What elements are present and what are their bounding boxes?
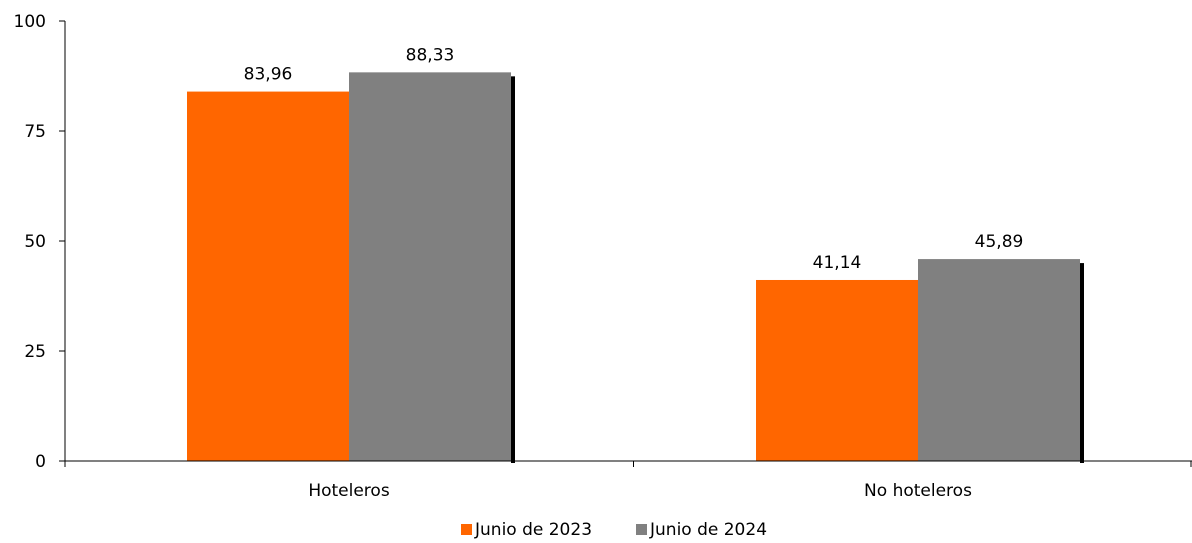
labels-layer: 83,96 88,33 41,14 45,89 bbox=[244, 45, 1024, 273]
legend-label-0: Junio de 2023 bbox=[474, 520, 592, 539]
legend-swatch-0 bbox=[461, 524, 472, 535]
bar-1-0 bbox=[756, 279, 918, 461]
data-label: 83,96 bbox=[244, 65, 293, 85]
bar-1-1 bbox=[918, 259, 1080, 461]
x-tick-label: No hoteleros bbox=[864, 481, 972, 501]
bar-shadow bbox=[1080, 263, 1084, 463]
y-tick-label: 25 bbox=[24, 342, 46, 362]
bars-layer bbox=[187, 72, 1084, 464]
data-label: 41,14 bbox=[813, 253, 862, 273]
legend: Junio de 2023 Junio de 2024 bbox=[461, 520, 767, 540]
legend-swatch-1 bbox=[636, 524, 647, 535]
data-label: 88,33 bbox=[406, 45, 455, 65]
bar-0-1 bbox=[349, 72, 511, 462]
bar-shadow bbox=[511, 76, 515, 464]
legend-label-1: Junio de 2024 bbox=[649, 520, 767, 539]
x-tick-label: Hoteleros bbox=[308, 481, 390, 501]
y-tick-label: 50 bbox=[24, 232, 46, 252]
axes-layer: 0 25 50 75 100 Hoteleros No hoteleros bbox=[14, 12, 1192, 501]
data-label: 45,89 bbox=[975, 232, 1024, 252]
bar-0-0 bbox=[187, 91, 349, 462]
y-tick-label: 75 bbox=[24, 122, 46, 142]
y-tick-label: 100 bbox=[14, 12, 46, 32]
y-tick-label: 0 bbox=[35, 452, 46, 472]
